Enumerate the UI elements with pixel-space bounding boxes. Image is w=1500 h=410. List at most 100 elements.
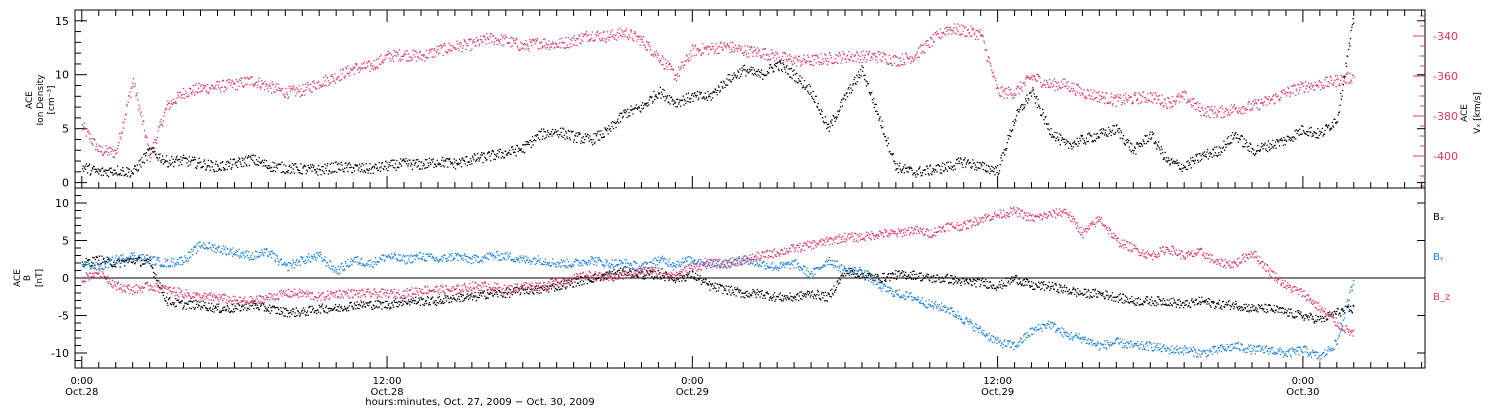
density-point: [481, 154, 483, 156]
density-point: [1283, 137, 1285, 139]
vx-point: [1013, 92, 1016, 94]
vx-point: [756, 47, 759, 49]
vx-point: [1164, 98, 1166, 100]
density-point: [278, 163, 280, 165]
bx-point: [102, 261, 104, 263]
bx-point: [334, 306, 336, 308]
bx-point: [374, 307, 376, 309]
density-point: [497, 149, 499, 152]
vx-point: [507, 42, 509, 44]
density-point: [1154, 140, 1157, 143]
density-point: [679, 105, 682, 107]
density-point: [407, 165, 409, 167]
vx-point: [1217, 109, 1219, 112]
vx-point: [1019, 87, 1021, 89]
vx-point: [871, 53, 873, 55]
bx-point: [297, 310, 299, 312]
vx-point: [696, 47, 699, 49]
bx-point: [725, 285, 727, 287]
vx-point: [1062, 83, 1064, 85]
density-point: [162, 163, 164, 165]
density-point: [647, 102, 649, 104]
density-point: [771, 67, 774, 69]
vx-point: [104, 150, 106, 152]
density-point: [902, 168, 904, 170]
density-point: [676, 106, 678, 108]
vx-point: [628, 34, 630, 36]
vx-point: [505, 36, 507, 38]
vx-point: [387, 53, 389, 55]
vx-point: [1339, 84, 1341, 86]
vx-point: [1092, 99, 1095, 101]
vx-point: [362, 63, 365, 65]
bx-point: [558, 286, 560, 289]
bx-point: [709, 283, 712, 285]
density-point: [153, 151, 155, 153]
bx-point: [520, 287, 523, 289]
vx-point: [1053, 78, 1055, 80]
bx-point: [496, 291, 498, 293]
density-point: [288, 165, 290, 168]
density-point: [838, 110, 840, 113]
density-point: [580, 142, 582, 144]
vx-point: [129, 91, 131, 93]
density-point: [863, 78, 866, 81]
vx-point: [993, 75, 995, 77]
vx-point: [830, 57, 832, 59]
vx-point: [629, 29, 631, 31]
density-point: [392, 166, 395, 169]
density-point: [347, 170, 349, 173]
vx-point: [1319, 81, 1321, 83]
density-point: [1001, 159, 1003, 162]
vx-point: [147, 143, 149, 145]
vx-point: [1296, 90, 1298, 92]
density-point: [168, 162, 170, 164]
bx-point: [586, 282, 588, 285]
density-point: [1274, 141, 1277, 143]
density-point: [608, 129, 611, 131]
bx-point: [152, 271, 155, 274]
vx-point: [107, 151, 110, 154]
vx-point: [309, 90, 311, 92]
density-point: [1002, 152, 1005, 154]
bx-point: [199, 301, 201, 303]
density-point: [1352, 18, 1354, 20]
vx-point: [794, 62, 796, 64]
vx-point: [653, 55, 655, 57]
bx-point: [311, 305, 313, 307]
bx-point: [360, 300, 362, 302]
bx-point: [282, 307, 284, 309]
vx-point: [854, 55, 856, 57]
density-point: [254, 155, 256, 157]
vx-point: [478, 45, 480, 47]
bx-point: [271, 306, 273, 308]
density-point: [993, 168, 995, 170]
density-point: [1225, 144, 1228, 146]
vx-point: [548, 40, 550, 42]
vx-point: [501, 44, 503, 47]
bx-point: [227, 310, 230, 312]
vx-point: [1216, 114, 1219, 117]
vx-point: [1256, 107, 1258, 109]
bx-point: [563, 283, 565, 285]
vx-point: [1000, 95, 1003, 97]
density-point: [1147, 141, 1149, 143]
bx-point: [398, 304, 401, 306]
density-point: [1291, 136, 1294, 138]
vx-point: [1190, 104, 1192, 106]
density-point: [241, 157, 243, 159]
bx-point: [497, 296, 499, 298]
density-point: [690, 97, 692, 100]
bx-point: [258, 309, 260, 311]
bx-point: [292, 311, 294, 313]
vx-point: [415, 50, 417, 53]
vx-point: [1039, 77, 1041, 79]
density-point: [600, 130, 602, 132]
density-point: [482, 161, 484, 164]
vx-point: [729, 51, 731, 54]
bx-point: [124, 265, 126, 267]
bx-point: [689, 276, 691, 278]
density-point: [556, 134, 558, 136]
vx-point: [864, 54, 866, 56]
density-point: [1071, 148, 1073, 150]
